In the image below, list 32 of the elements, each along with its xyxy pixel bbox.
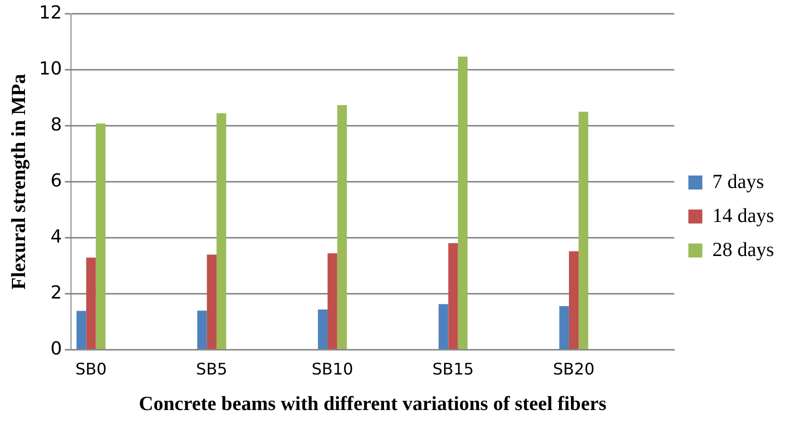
bar: [86, 258, 96, 350]
y-tick-label: 12: [39, 2, 62, 24]
legend-label: 28 days: [712, 238, 774, 261]
bar: [216, 113, 226, 350]
bar: [568, 251, 579, 350]
bar: [458, 56, 468, 350]
x-tick-label: SB20: [553, 360, 595, 379]
bar: [578, 112, 588, 350]
bar: [337, 105, 347, 350]
y-tick-label: 6: [50, 170, 62, 192]
y-tick-label: 4: [50, 226, 62, 248]
bar: [76, 310, 86, 350]
x-tick-label: SB5: [196, 360, 228, 379]
y-tick-label: 0: [50, 338, 62, 360]
y-axis-title: Flexural strength in MPa: [8, 74, 30, 290]
bar: [438, 304, 448, 350]
bar: [197, 310, 207, 350]
x-tick-label: SB10: [312, 360, 354, 379]
bar: [559, 306, 569, 350]
legend-label: 14 days: [712, 204, 774, 227]
bar: [206, 254, 217, 350]
legend-label: 7 days: [712, 170, 764, 193]
x-tick-label: SB15: [432, 360, 474, 379]
y-tick-label: 10: [39, 58, 62, 80]
bar: [328, 253, 338, 350]
x-tick-label: SB0: [75, 360, 107, 379]
bar: [448, 243, 458, 350]
bar: [318, 309, 328, 350]
x-axis-title: Concrete beams with different variations of steel fibers: [138, 393, 607, 416]
y-tick-label: 8: [50, 114, 62, 136]
y-tick-label: 2: [50, 282, 62, 304]
bar: [96, 124, 106, 350]
